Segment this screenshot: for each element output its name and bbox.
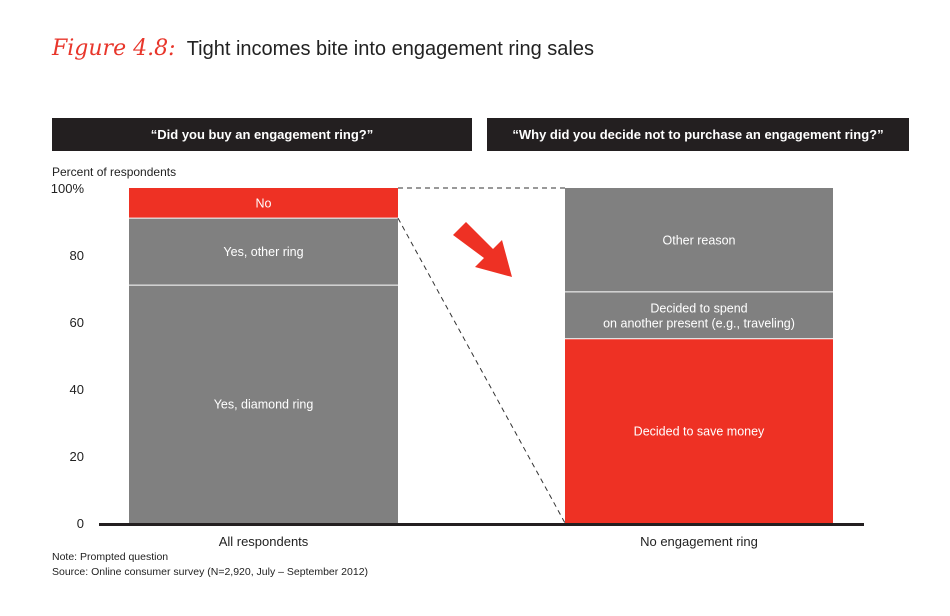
chart-title: Figure 4.8: Tight incomes bite into enga… [52, 36, 594, 61]
figure-label: Figure 4.8: [52, 36, 176, 61]
bar-segment [565, 188, 833, 292]
x-axis-line [99, 523, 864, 526]
segment-label: Yes, diamond ring [214, 398, 314, 412]
bar-segment [129, 188, 398, 219]
segment-label: No [256, 197, 272, 211]
segment-label: Decided to save money [634, 424, 765, 438]
source-text: Source: Online consumer survey (N=2,920,… [52, 566, 369, 578]
x-category-label: All respondents [219, 534, 309, 549]
y-tick-label: 80 [70, 248, 84, 263]
dashed-connector-bottom [397, 217, 566, 524]
y-tick-label: 100% [51, 181, 85, 196]
y-axis-label: Percent of respondents [52, 165, 177, 179]
panel-header-right: “Why did you decide not to purchase an e… [487, 118, 909, 151]
x-category-label: No engagement ring [640, 534, 758, 549]
y-tick-label: 20 [70, 449, 84, 464]
segment-label: Other reason [663, 233, 736, 247]
segment-label: Decided to spend on another present (e.g.… [603, 301, 795, 330]
y-tick-label: 40 [70, 382, 84, 397]
bar-segment [129, 285, 398, 523]
y-tick-label: 60 [70, 315, 84, 330]
segment-label: Yes, other ring [223, 245, 303, 259]
bar-segment [129, 218, 398, 286]
bar-segment [565, 291, 833, 339]
panel-header-left: “Did you buy an engagement ring?” [52, 118, 472, 151]
note-text: Note: Prompted question [52, 551, 169, 563]
title-text: Tight incomes bite into engagement ring … [186, 38, 594, 60]
y-tick-label: 0 [77, 516, 84, 531]
red-arrow-icon [453, 222, 512, 277]
bar-segment [565, 338, 833, 523]
